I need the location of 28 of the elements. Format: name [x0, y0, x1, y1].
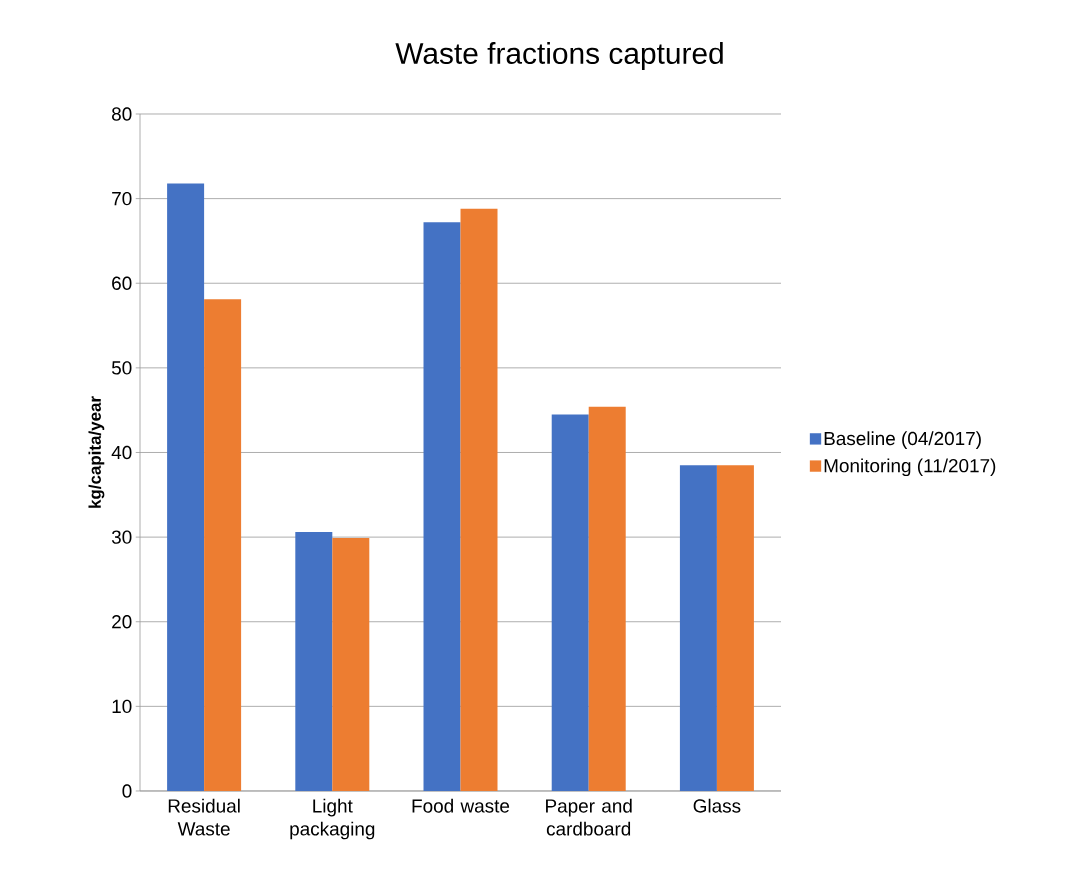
y-tick-label: 20 [112, 615, 132, 629]
y-tick-label: 10 [112, 699, 132, 714]
chart-title: Waste fractions captured [395, 42, 723, 70]
legend-label: Monitoring (11/2017) [824, 458, 996, 477]
bar [167, 183, 205, 791]
y-tick-label: 50 [111, 361, 132, 375]
bar [332, 537, 370, 791]
bar [460, 208, 498, 791]
x-tick-label: Residual Waste [168, 798, 240, 836]
x-tick-label: Light packaging [290, 798, 375, 840]
bar [588, 406, 626, 791]
x-tick-label: Paper and cardboard [546, 798, 632, 836]
x-tick-label: Glass [693, 798, 741, 813]
legend-label: Baseline (04/2017) [824, 431, 981, 449]
bar [679, 465, 717, 791]
y-tick-label: 40 [111, 445, 132, 460]
bar [716, 465, 754, 791]
x-tick-label: Food waste [412, 798, 510, 813]
y-tick-label: 30 [111, 530, 132, 544]
bar [551, 414, 589, 791]
bar [204, 299, 242, 791]
y-axis-title: kg/capita/year [88, 396, 105, 508]
bar [423, 222, 461, 791]
y-tick-label: 80 [112, 107, 132, 121]
y-tick-label: 60 [112, 276, 132, 290]
y-tick-label: 70 [112, 191, 132, 206]
y-tick-label: 0 [122, 784, 132, 798]
bar [295, 532, 333, 791]
